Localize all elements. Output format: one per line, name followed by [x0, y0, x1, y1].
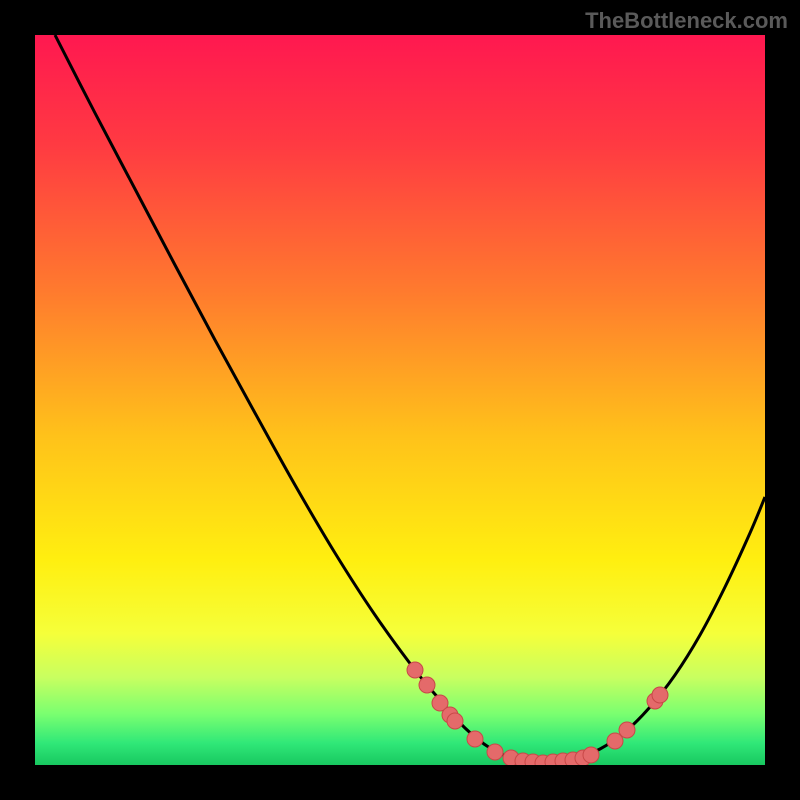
marker-dot: [619, 722, 635, 738]
marker-dot: [447, 713, 463, 729]
gradient-background: [35, 35, 765, 765]
bottleneck-chart: [35, 35, 765, 765]
marker-dot: [467, 731, 483, 747]
marker-dot: [419, 677, 435, 693]
marker-dot: [487, 744, 503, 760]
marker-dot: [583, 747, 599, 763]
marker-dot: [407, 662, 423, 678]
watermark-text: TheBottleneck.com: [585, 8, 788, 34]
marker-dot: [652, 687, 668, 703]
